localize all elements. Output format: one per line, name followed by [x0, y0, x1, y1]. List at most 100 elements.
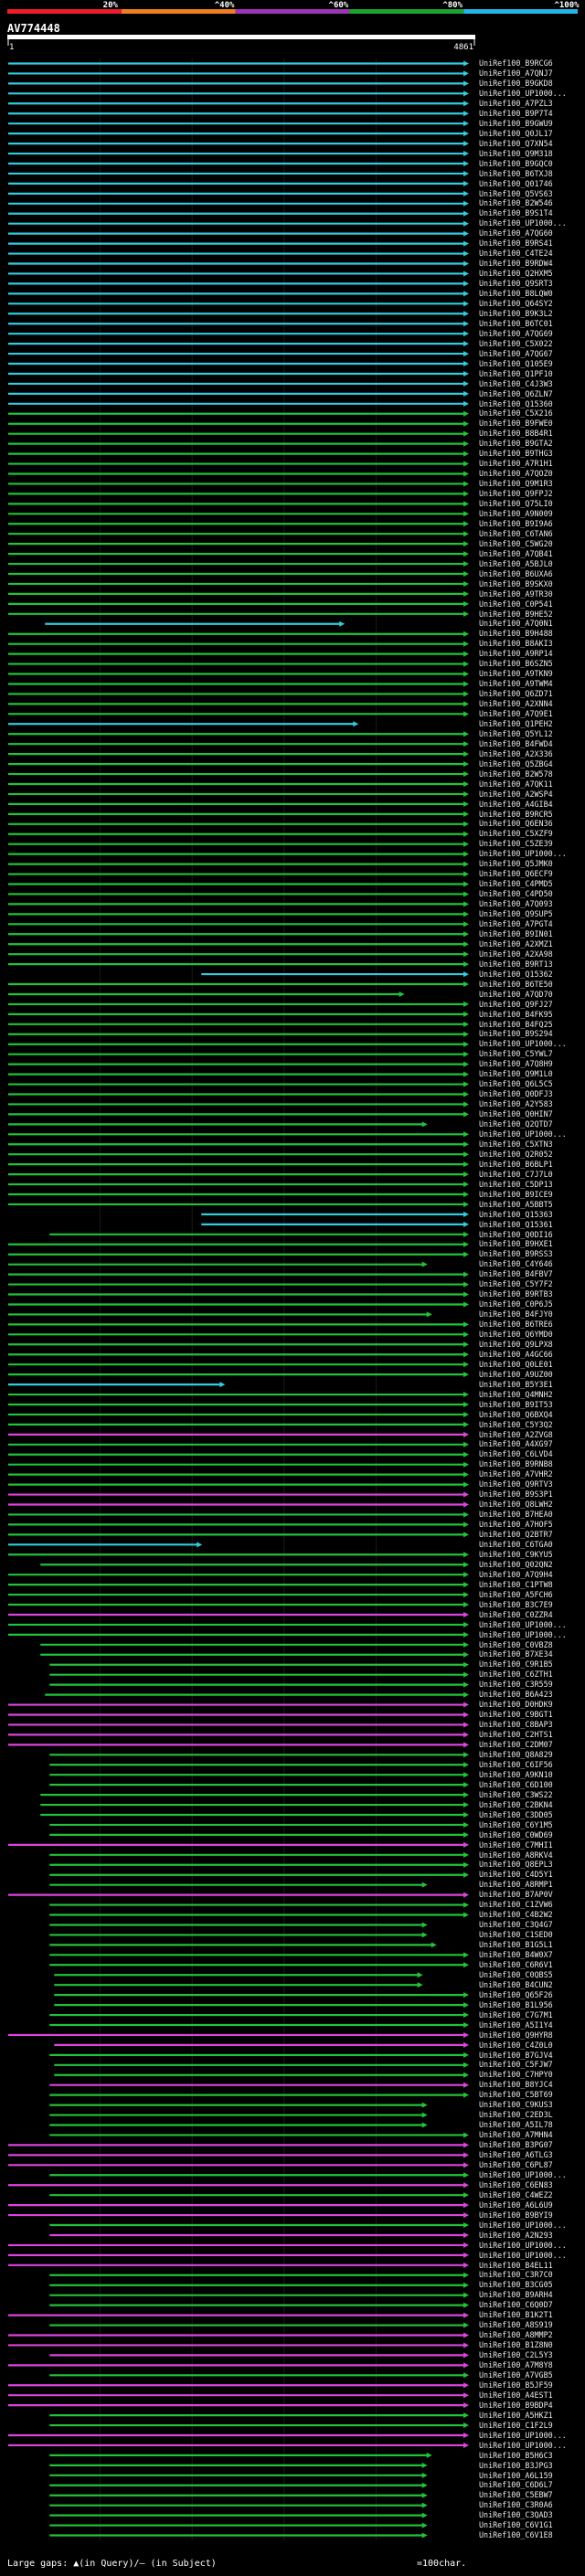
hit-label[interactable]: UniRef100_B4CUN2 [479, 1979, 553, 1989]
hit-label[interactable]: UniRef100_C3R559 [479, 1680, 553, 1690]
hit-label[interactable]: UniRef100_C1F2L9 [479, 2420, 553, 2430]
hit-label[interactable]: UniRef100_Q9SUP5 [479, 909, 553, 919]
hit-label[interactable]: UniRef100_C9KUS3 [479, 2100, 553, 2110]
hit-label[interactable]: UniRef100_C1PTW8 [479, 1579, 553, 1589]
hit-label[interactable]: UniRef100_C6LVD4 [479, 1449, 553, 1459]
hit-label[interactable]: UniRef100_B1Z8N0 [479, 2340, 553, 2350]
hit-label[interactable]: UniRef100_B4W0X7 [479, 1950, 553, 1960]
hit-label[interactable]: UniRef100_B6UXA6 [479, 568, 553, 578]
hit-label[interactable]: UniRef100_B9ARH4 [479, 2290, 553, 2300]
hit-label[interactable]: UniRef100_A6L159 [479, 2470, 553, 2480]
hit-label[interactable]: UniRef100_A8RKV4 [479, 1850, 553, 1860]
hit-label[interactable]: UniRef100_A2X336 [479, 748, 553, 758]
hit-label[interactable]: UniRef100_B9RSS3 [479, 1249, 553, 1259]
hit-label[interactable]: UniRef100_UP1000... [479, 2220, 567, 2230]
hit-label[interactable]: UniRef100_B9FWE0 [479, 419, 553, 429]
hit-label[interactable]: UniRef100_C5Y3Q2 [479, 1419, 553, 1429]
hit-label[interactable]: UniRef100_A7QK11 [479, 779, 553, 789]
hit-label[interactable]: UniRef100_Q15363 [479, 1209, 553, 1219]
hit-label[interactable]: UniRef100_A7Q093 [479, 899, 553, 909]
hit-label[interactable]: UniRef100_B9RNB8 [479, 1459, 553, 1469]
hit-label[interactable]: UniRef100_Q9FPJ2 [479, 489, 553, 499]
hit-label[interactable]: UniRef100_Q02QN2 [479, 1559, 553, 1569]
hit-label[interactable]: UniRef100_C6ZTH1 [479, 1670, 553, 1680]
hit-label[interactable]: UniRef100_B9RCG6 [479, 58, 553, 69]
hit-label[interactable]: UniRef100_Q75LI0 [479, 499, 553, 509]
hit-label[interactable]: UniRef100_C4D5Y1 [479, 1870, 553, 1880]
hit-label[interactable]: UniRef100_B9RCR5 [479, 809, 553, 819]
hit-label[interactable]: UniRef100_A7QD70 [479, 989, 553, 999]
hit-label[interactable]: UniRef100_A7PZL3 [479, 98, 553, 108]
hit-label[interactable]: UniRef100_B1L956 [479, 1999, 553, 2009]
hit-label[interactable]: UniRef100_B9HXE1 [479, 1239, 553, 1249]
hit-label[interactable]: UniRef100_B4FBV7 [479, 1269, 553, 1279]
hit-label[interactable]: UniRef100_C5YWL7 [479, 1049, 553, 1059]
hit-label[interactable]: UniRef100_B3C7E9 [479, 1599, 553, 1609]
hit-label[interactable]: UniRef100_B7XE34 [479, 1649, 553, 1659]
hit-label[interactable]: UniRef100_Q8EPL3 [479, 1860, 553, 1870]
hit-label[interactable]: UniRef100_Q9LPX8 [479, 1339, 553, 1349]
hit-label[interactable]: UniRef100_Q5ZBG4 [479, 758, 553, 769]
hit-label[interactable]: UniRef100_B9S3P1 [479, 1489, 553, 1500]
hit-label[interactable]: UniRef100_C6IF56 [479, 1759, 553, 1769]
hit-label[interactable]: UniRef100_A7HOF5 [479, 1520, 553, 1530]
hit-label[interactable]: UniRef100_Q9RTV3 [479, 1479, 553, 1489]
hit-label[interactable]: UniRef100_C7G7M1 [479, 2009, 553, 2019]
hit-label[interactable]: UniRef100_B2W546 [479, 198, 553, 208]
hit-label[interactable]: UniRef100_Q2BTR7 [479, 1530, 553, 1540]
hit-label[interactable]: UniRef100_C6Q0D7 [479, 2300, 553, 2310]
hit-label[interactable]: UniRef100_C9BGT1 [479, 1710, 553, 1720]
hit-label[interactable]: UniRef100_C1ZVW6 [479, 1900, 553, 1910]
hit-label[interactable]: UniRef100_C6D6L7 [479, 2480, 553, 2490]
hit-label[interactable]: UniRef100_B9S1T4 [479, 208, 553, 218]
hit-label[interactable]: UniRef100_B9RDW4 [479, 259, 553, 269]
hit-label[interactable]: UniRef100_C5BT69 [479, 2090, 553, 2100]
hit-label[interactable]: UniRef100_A5I1Y4 [479, 2019, 553, 2030]
hit-label[interactable]: UniRef100_C5Y7F2 [479, 1279, 553, 1289]
hit-label[interactable]: UniRef100_UP1000... [479, 1129, 567, 1139]
hit-label[interactable]: UniRef100_UP1000... [479, 2169, 567, 2179]
hit-label[interactable]: UniRef100_A9TKN9 [479, 669, 553, 679]
hit-label[interactable]: UniRef100_C3R7C0 [479, 2270, 553, 2280]
hit-label[interactable]: UniRef100_B9IN01 [479, 928, 553, 938]
hit-label[interactable]: UniRef100_Q2R052 [479, 1149, 553, 1159]
hit-label[interactable]: UniRef100_C4WEZ2 [479, 2189, 553, 2200]
hit-label[interactable]: UniRef100_B8YJC4 [479, 2080, 553, 2090]
hit-label[interactable]: UniRef100_C7MHI1 [479, 1839, 553, 1850]
hit-label[interactable]: UniRef100_B6TC01 [479, 318, 553, 328]
hit-label[interactable]: UniRef100_B6TE50 [479, 979, 553, 989]
hit-label[interactable]: UniRef100_C6PL87 [479, 2160, 553, 2169]
hit-label[interactable]: UniRef100_A4GIB4 [479, 799, 553, 809]
hit-label[interactable]: UniRef100_A8RMP1 [479, 1880, 553, 1890]
hit-label[interactable]: UniRef100_Q5VS63 [479, 188, 553, 198]
hit-label[interactable]: UniRef100_A7M8Y8 [479, 2360, 553, 2370]
hit-label[interactable]: UniRef100_A7QOZ0 [479, 469, 553, 479]
hit-label[interactable]: UniRef100_B8AKI3 [479, 639, 553, 649]
hit-label[interactable]: UniRef100_C1SED0 [479, 1930, 553, 1940]
hit-label[interactable]: UniRef100_C3DD05 [479, 1809, 553, 1819]
hit-label[interactable]: UniRef100_Q0HIN7 [479, 1109, 553, 1119]
hit-label[interactable]: UniRef100_B9H488 [479, 629, 553, 639]
hit-label[interactable]: UniRef100_Q5YL12 [479, 728, 553, 738]
hit-label[interactable]: UniRef100_Q6YMD0 [479, 1330, 553, 1340]
hit-label[interactable]: UniRef100_Q65F26 [479, 1989, 553, 1999]
hit-label[interactable]: UniRef100_C6Y1M5 [479, 1819, 553, 1829]
hit-label[interactable]: UniRef100_B3PG07 [479, 2140, 553, 2150]
hit-label[interactable]: UniRef100_C5ZE39 [479, 839, 553, 849]
hit-label[interactable]: UniRef100_C5WG20 [479, 538, 553, 548]
hit-label[interactable]: UniRef100_UP1000... [479, 849, 567, 859]
hit-label[interactable]: UniRef100_C4J3W3 [479, 378, 553, 388]
hit-label[interactable]: UniRef100_A7Q8H9 [479, 1059, 553, 1069]
hit-label[interactable]: UniRef100_B9GWU9 [479, 118, 553, 128]
hit-label[interactable]: UniRef100_B6A423 [479, 1690, 553, 1700]
hit-label[interactable]: UniRef100_B4FWD4 [479, 738, 553, 748]
hit-label[interactable]: UniRef100_B9I9A6 [479, 518, 553, 528]
hit-label[interactable]: UniRef100_C4B2W2 [479, 1910, 553, 1920]
hit-label[interactable]: UniRef100_Q0DI16 [479, 1229, 553, 1239]
hit-label[interactable]: UniRef100_B9THG3 [479, 449, 553, 459]
hit-label[interactable]: UniRef100_C2L5Y3 [479, 2350, 553, 2360]
hit-label[interactable]: UniRef100_C3QAD3 [479, 2510, 553, 2520]
hit-label[interactable]: UniRef100_B9K3L2 [479, 308, 553, 318]
hit-label[interactable]: UniRef100_B5JF59 [479, 2380, 553, 2390]
hit-label[interactable]: UniRef100_A6L6U9 [479, 2200, 553, 2210]
